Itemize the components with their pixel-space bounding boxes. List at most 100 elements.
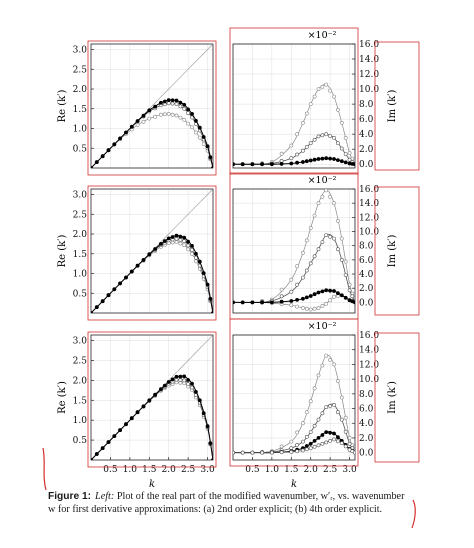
annotation-box [229,318,359,467]
y-tick-label: 2.5 [73,356,88,366]
series-point-dark [324,156,329,161]
series-point-dark [166,236,171,241]
series-point-light [316,201,321,206]
series-point-dark [159,100,163,105]
series-point-dark [343,295,348,300]
series-point-mid [289,449,294,454]
series-point-light [320,363,325,368]
series-point-light [289,143,294,148]
series-point-dark [194,118,198,123]
series-point-dark [353,162,355,167]
series-point-light [158,112,163,117]
y-tick-label: 1.0 [73,270,88,280]
y-tick-label: 0.5 [73,436,88,446]
y-tick-label: 0.0 [359,160,374,170]
series-point-dark [166,380,171,384]
series-point-dark [320,289,325,294]
series-point-dark [343,160,348,165]
x-tick-label: 2.0 [162,465,177,475]
series-point-light [304,410,309,415]
series-point-dark [106,148,111,153]
series-point-light [178,241,183,246]
x-tick-label: 3.0 [200,465,215,475]
series-point-dark [106,293,111,298]
series-point-mid [308,430,313,435]
series-point-light [332,362,336,367]
series-point-dark [178,374,183,379]
scale-note-row1: ×10⁻² [308,30,337,41]
series-point-dark [159,242,163,246]
series-point-mid [320,411,325,416]
series-point-mid [335,141,340,146]
series-point-dark [250,300,255,305]
series-point-light [312,94,317,99]
annotation-box [87,40,217,176]
series-point-mid [332,402,336,407]
series-point-mid [350,294,355,299]
series-point-dark [147,108,152,113]
series-point-mid [182,106,187,111]
y-tick-label: 8.0 [359,242,374,252]
annotation-stroke [42,447,47,491]
series-point-dark [194,390,198,394]
series-group [233,82,355,167]
series-point-mid [300,448,305,453]
series-point-light [182,243,187,248]
y-tick-label: 1.5 [73,250,88,260]
y-tick-label: 6.0 [359,405,374,415]
series-point-dark [174,233,179,238]
series-point-mid [178,237,183,242]
series-group [233,189,355,312]
panel-left-row1: 0.5 1.0 1.5 2.0 2.5 3.0 Re (k′) [57,43,214,169]
series-point-light [343,259,348,264]
series-point-light [304,238,309,243]
series-point-light [162,112,167,117]
series-point-mid [332,135,336,140]
series-point-mid [279,294,284,299]
y-tick-label: 1.0 [73,416,88,426]
y-tick-label: 16.0 [359,40,379,50]
series-point-dark [94,305,99,309]
series-point-dark [170,377,175,382]
series-point-dark [166,98,171,102]
series-point-dark [124,275,128,280]
y-axis-label: Im (k′) [387,90,398,123]
y-tick-label: 16.0 [359,185,379,195]
series-point-mid [339,441,344,446]
y-tick-label: 0.0 [359,449,374,459]
series-point-light [153,114,158,119]
axes-frame [90,43,214,169]
series-point-light [339,395,344,400]
series-point-mid [316,134,321,139]
series-point-dark [182,235,187,240]
x-tick-label: 1.0 [123,465,138,475]
series-point-mid [347,288,352,293]
series-point-dark [201,271,206,275]
series-point-dark [147,252,152,257]
series-point-light [328,358,333,362]
series-point-dark [129,124,134,129]
series-point-dark [301,296,305,301]
series-point-dark [336,435,340,440]
series-point-dark [112,287,117,292]
series-point-light [316,87,321,92]
series-point-mid [320,441,325,446]
series-point-light [193,259,198,264]
series-point-light [343,135,348,140]
series-point-light [201,142,206,147]
series-point-mid [339,417,344,422]
chart-panels: 0.5 1.0 1.5 2.0 2.5 3.0 Re (k′) 0.0 2.0 4.0 6.0 8.0… [57,40,398,490]
series-point-light [328,298,333,303]
series-point-light [324,301,329,306]
series-point-mid [186,243,191,248]
series-point-dark [141,404,146,409]
series-point-light [320,194,325,199]
series-point-mid [328,134,333,139]
series-point-dark [190,112,194,116]
series-point-dark [159,387,163,391]
x-tick-label: 3.0 [342,465,357,475]
series-point-mid [304,145,309,149]
series-point-dark [182,374,187,379]
series-point-dark [182,102,187,107]
series-point-light [320,303,325,308]
